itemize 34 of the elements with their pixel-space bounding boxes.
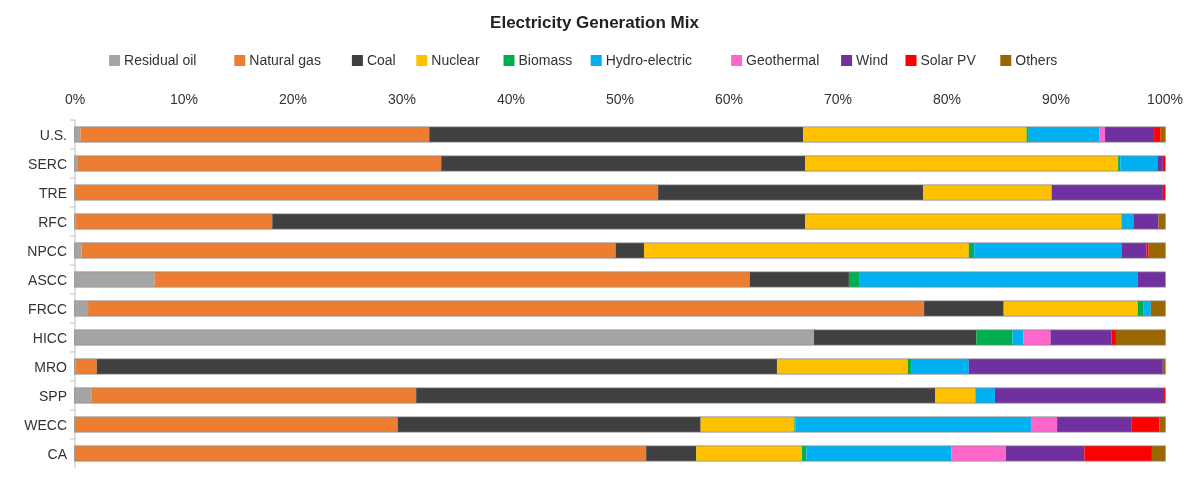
x-tick-label: 30% [387, 91, 417, 107]
x-tick-label: 10% [169, 91, 199, 107]
y-tick-label: SERC [28, 155, 67, 172]
y-tick-label: SPP [38, 387, 67, 404]
x-tick-label: 0% [64, 91, 86, 107]
legend-label: Others [1015, 52, 1058, 68]
legend-label: Biomass [518, 52, 573, 68]
y-tick-label: CA [47, 445, 68, 462]
legend-label: Nuclear [431, 52, 480, 68]
x-tick-label: 70% [823, 91, 853, 107]
x-tick-label: 100% [1147, 91, 1183, 107]
x-tick-label: 40% [496, 91, 526, 107]
legend-label: Residual oil [124, 52, 197, 68]
legend-label: Coal [366, 52, 396, 68]
legend-label: Natural gas [249, 52, 321, 68]
x-tick-label: 20% [278, 91, 308, 107]
legend-label: Wind [856, 52, 889, 68]
x-tick-label: 90% [1041, 91, 1071, 107]
y-tick-label: ASCC [28, 271, 67, 288]
x-tick-label: 80% [932, 91, 962, 107]
chart-title: Electricity Generation Mix [490, 13, 700, 32]
y-tick-label: U.S. [39, 126, 67, 143]
y-tick-label: RFC [38, 213, 67, 230]
legend-label: Solar PV [920, 52, 977, 68]
y-tick-label: MRO [34, 358, 68, 375]
y-tick-label: WECC [24, 416, 67, 433]
legend-label: Geothermal [746, 52, 820, 68]
y-tick-label: TRE [39, 184, 67, 201]
y-tick-label: FRCC [28, 300, 67, 317]
y-tick-label: HICC [32, 329, 67, 346]
y-tick-label: NPCC [27, 242, 67, 259]
x-tick-label: 50% [605, 91, 635, 107]
legend-label: Hydro-electric [605, 52, 693, 68]
x-tick-label: 60% [714, 91, 744, 107]
